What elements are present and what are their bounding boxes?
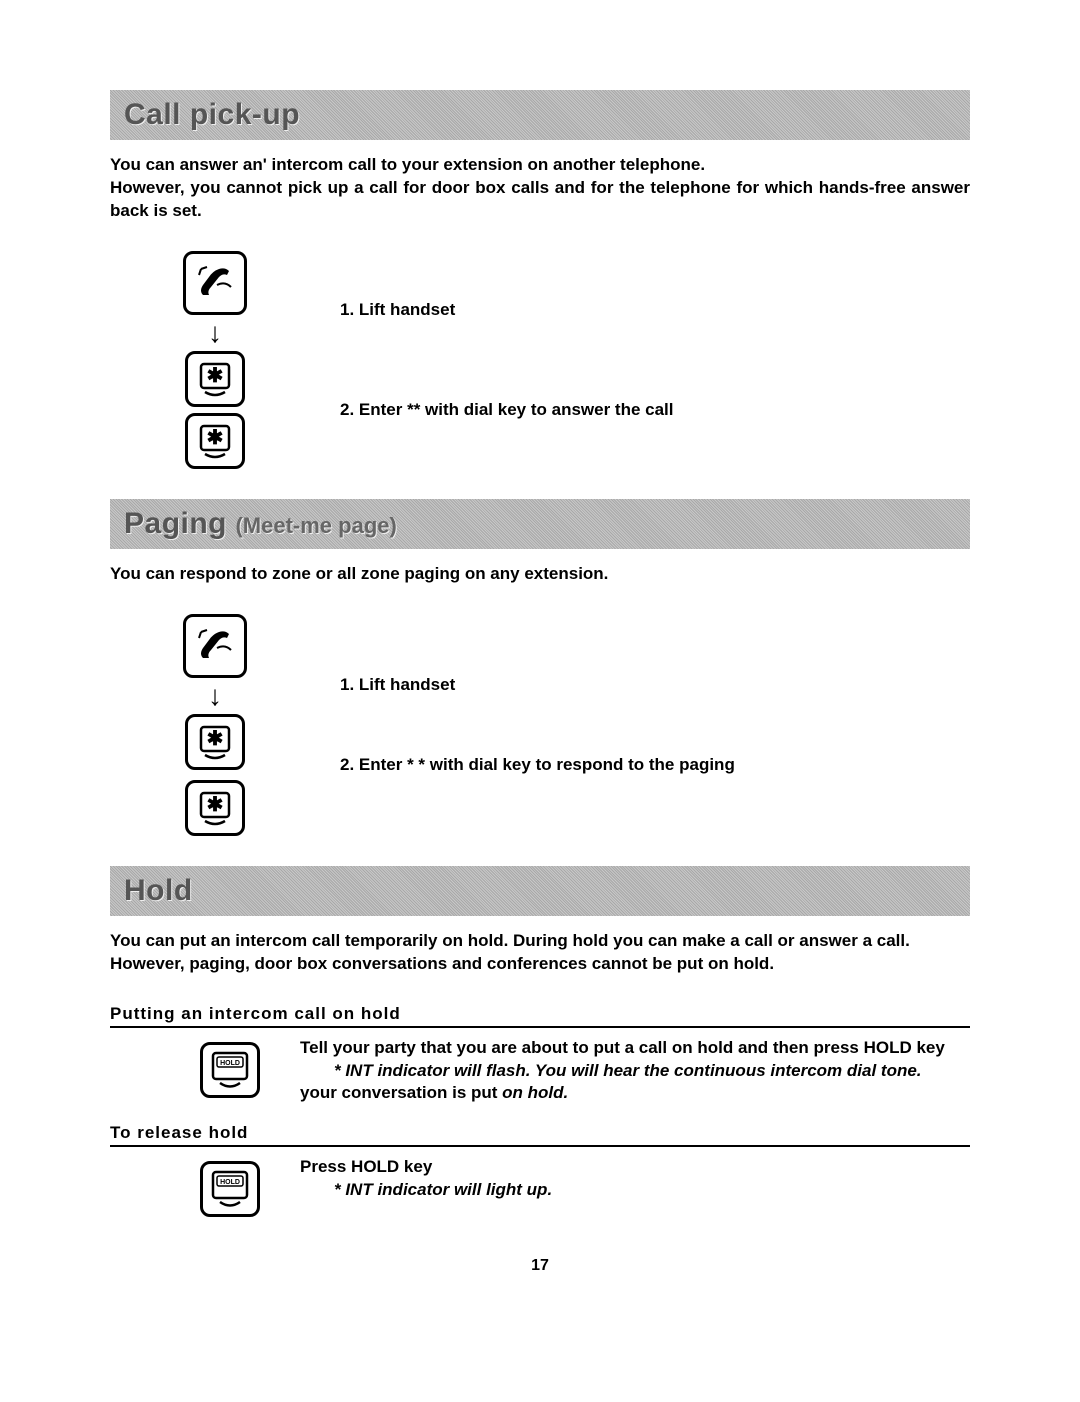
step-text: 2. Enter * * with dial key to respond to… [340, 755, 970, 775]
section-title: Call pick-up [124, 98, 300, 131]
icon-column: ↓ ✱ ✱ [180, 251, 250, 469]
section-title-sub: (Meet-me page) [235, 513, 396, 538]
hold-put-result-emph: on hold. [502, 1083, 568, 1102]
hold-subheading-put: Putting an intercom call on hold [110, 1004, 970, 1028]
step-text: 1. Lift handset [340, 300, 970, 320]
manual-page: Call pick-up You can answer an' intercom… [0, 0, 1080, 1335]
star-key-icon: ✱ [185, 714, 245, 770]
arrow-down-icon: ↓ [208, 682, 222, 710]
step-row: ↓ ✱ ✱ 1. Lift [180, 251, 970, 469]
hold-release-text: Press HOLD key * INT indicator will ligh… [300, 1157, 970, 1217]
svg-text:✱: ✱ [207, 728, 224, 750]
svg-text:HOLD: HOLD [220, 1060, 240, 1067]
step-row: ↓ ✱ ✱ 1. Lift [180, 614, 970, 836]
handset-icon [183, 614, 247, 678]
hold-key-icon: HOLD [200, 1042, 260, 1098]
call-pickup-steps: ↓ ✱ ✱ 1. Lift [180, 251, 970, 469]
svg-text:HOLD: HOLD [220, 1179, 240, 1186]
hold-release-block: HOLD Press HOLD key * INT indicator will… [200, 1157, 970, 1217]
hold-subheading-release: To release hold [110, 1123, 970, 1147]
hold-put-instruction: Tell your party that you are about to pu… [300, 1038, 970, 1058]
star-key-icon: ✱ [185, 351, 245, 407]
hold-put-note: * INT indicator will flash. You will hea… [334, 1058, 970, 1084]
icon-column: ↓ ✱ ✱ [180, 614, 250, 836]
paging-steps: ↓ ✱ ✱ 1. Lift [180, 614, 970, 836]
section-title-main: Paging [124, 507, 227, 540]
section-header-call-pickup: Call pick-up [110, 90, 970, 140]
step-text: 1. Lift handset [340, 675, 970, 695]
svg-text:✱: ✱ [207, 794, 224, 816]
svg-text:✱: ✱ [207, 427, 224, 449]
icon-column: HOLD [200, 1038, 260, 1104]
hold-put-result-prefix: your conversation is put [300, 1083, 502, 1102]
hold-put-text: Tell your party that you are about to pu… [300, 1038, 970, 1104]
page-number: 17 [110, 1257, 970, 1275]
paging-intro: You can respond to zone or all zone pagi… [110, 563, 970, 586]
call-pickup-intro: You can answer an' intercom call to your… [110, 154, 970, 223]
section-header-hold: Hold [110, 866, 970, 916]
icon-column: HOLD [200, 1157, 260, 1217]
svg-text:✱: ✱ [207, 365, 224, 387]
arrow-down-icon: ↓ [208, 319, 222, 347]
hold-release-instruction: Press HOLD key [300, 1157, 970, 1177]
step-text: 2. Enter ** with dial key to answer the … [340, 400, 970, 420]
star-key-icon: ✱ [185, 413, 245, 469]
hold-put-block: HOLD Tell your party that you are about … [200, 1038, 970, 1104]
section-title: Hold [124, 874, 193, 907]
hold-release-note: * INT indicator will light up. [334, 1177, 970, 1203]
hold-key-icon: HOLD [200, 1161, 260, 1217]
handset-icon [183, 251, 247, 315]
hold-intro: You can put an intercom call temporarily… [110, 930, 970, 976]
star-key-icon: ✱ [185, 780, 245, 836]
hold-put-result: your conversation is put on hold. [300, 1083, 970, 1103]
section-header-paging: Paging (Meet-me page) [110, 499, 970, 549]
